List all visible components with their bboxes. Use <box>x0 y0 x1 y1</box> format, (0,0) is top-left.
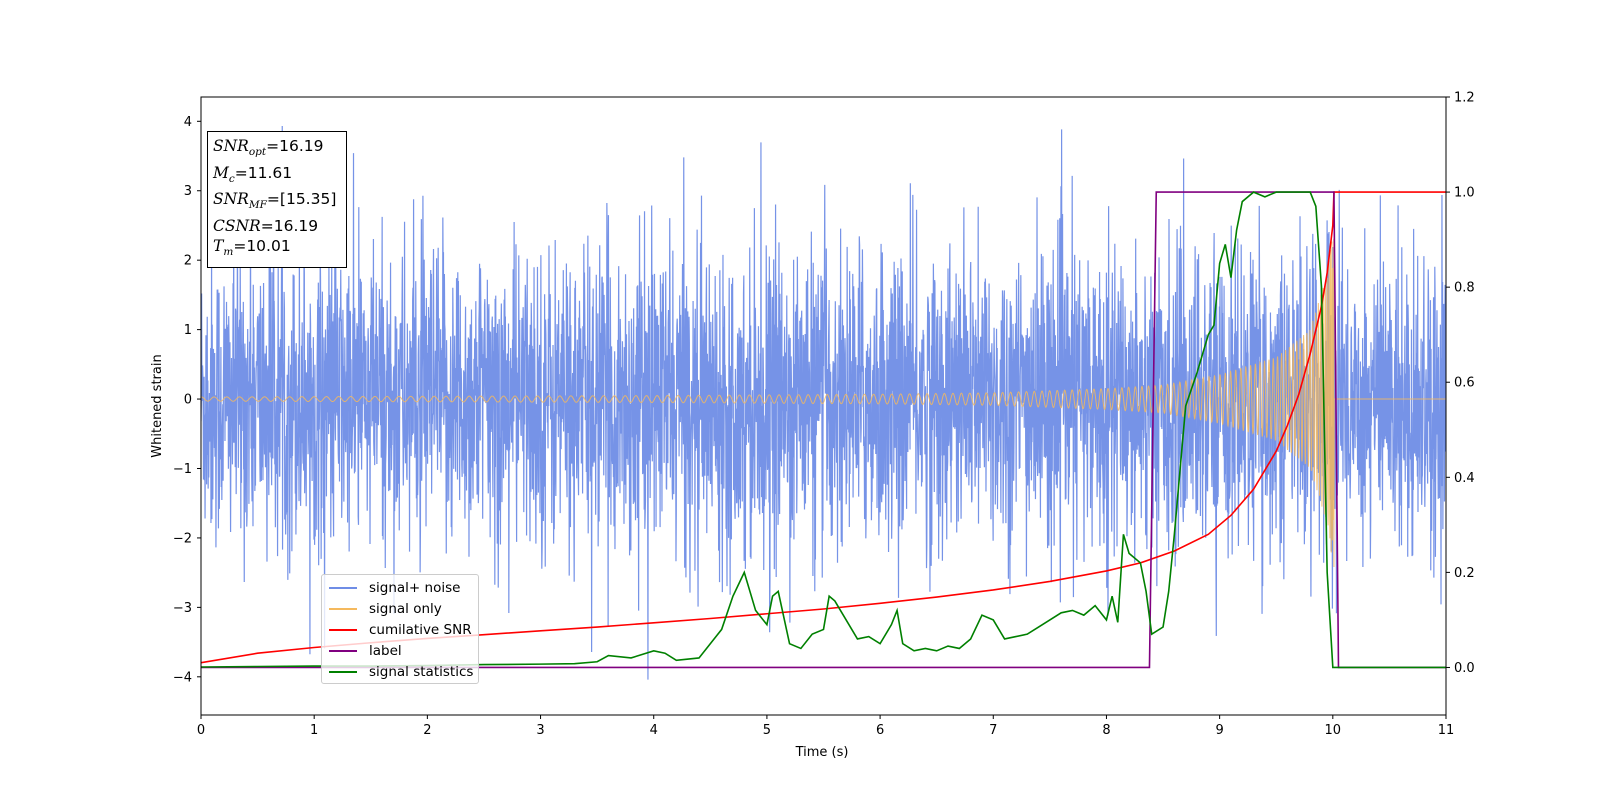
y-tick-label: 2 <box>184 254 192 269</box>
legend-label: signal+ noise <box>369 579 461 596</box>
y-tick-label: −3 <box>173 601 192 616</box>
legend-swatch-signal-plus-noise <box>329 586 357 589</box>
x-axis-label: Time (s) <box>795 745 849 760</box>
legend-label: cumilative SNR <box>369 621 472 638</box>
x-tick-label: 1 <box>310 723 318 738</box>
legend-label: label <box>369 642 402 659</box>
x-tick-label: 0 <box>197 723 205 738</box>
x-tick-label: 2 <box>423 723 431 738</box>
legend-swatch-signal-statistics <box>329 670 357 673</box>
y-tick-label: 1 <box>184 323 192 338</box>
chirp-mass-line: Mc=11.61 <box>213 163 293 185</box>
legend-item-signal-only: signal only <box>329 598 478 619</box>
plot-frame <box>200 96 1447 716</box>
y-tick-label: 4 <box>184 115 192 130</box>
x-tick-label: 11 <box>1438 723 1455 738</box>
x-tick-label: 3 <box>536 723 544 738</box>
signal-only-line <box>201 238 1446 568</box>
legend-swatch-label <box>329 649 357 652</box>
snr-annotation-box: SNRopt=16.19 Mc=11.61 SNRMF=[15.35] CSNR… <box>207 131 347 268</box>
x-tick-label: 7 <box>989 723 997 738</box>
legend-item-cumulative-snr: cumilative SNR <box>329 619 478 640</box>
legend-swatch-cumulative-snr <box>329 628 357 631</box>
y-tick-label: −4 <box>173 670 192 685</box>
csnr-value: 16.19 <box>273 216 319 235</box>
snr-mf-line: SNRMF=[15.35] <box>213 190 337 212</box>
snr-mf-value: [15.35] <box>279 190 337 209</box>
merger-time-line: Tm=10.01 <box>213 237 291 259</box>
x-tick-label: 6 <box>876 723 884 738</box>
legend: signal+ noise signal only cumilative SNR… <box>321 574 479 684</box>
y2-tick-label: 0.8 <box>1454 281 1475 296</box>
legend-label: signal statistics <box>369 663 474 680</box>
legend-item-signal-statistics: signal statistics <box>329 661 478 682</box>
y-axis-right: 1.2 1.0 0.8 0.6 0.4 0.2 0.0 <box>1446 91 1475 676</box>
x-tick-label: 5 <box>763 723 771 738</box>
y-axis-label: Whitened strain <box>150 354 165 457</box>
chirp-mass-value: 11.61 <box>247 163 293 182</box>
signal-statistics-line <box>201 191 1446 669</box>
x-tick-label: 8 <box>1102 723 1110 738</box>
cumulative-snr-line <box>201 191 1446 664</box>
y-tick-label: 0 <box>184 393 192 408</box>
snr-opt-line: SNRopt=16.19 <box>213 137 324 159</box>
y2-tick-label: 0.2 <box>1454 566 1475 581</box>
y2-tick-label: 1.0 <box>1454 186 1475 201</box>
csnr-line: CSNR=16.19 <box>213 216 319 235</box>
merger-time-value: 10.01 <box>246 237 291 256</box>
y-tick-label: 3 <box>184 184 192 199</box>
y2-tick-label: 0.4 <box>1454 471 1475 486</box>
y-tick-label: −2 <box>173 531 192 546</box>
signal-plus-noise-line <box>201 125 1446 680</box>
y-tick-label: −1 <box>173 462 192 477</box>
x-tick-label: 10 <box>1325 723 1342 738</box>
snr-opt-value: 16.19 <box>279 137 324 155</box>
plot-area <box>201 125 1446 680</box>
y2-tick-label: 0.0 <box>1454 661 1475 676</box>
legend-item-signal-plus-noise: signal+ noise <box>329 577 478 598</box>
y-axis-left: 4 3 2 1 0 −1 −2 −3 −4 <box>173 115 201 685</box>
x-tick-label: 9 <box>1215 723 1223 738</box>
y2-tick-label: 0.6 <box>1454 376 1475 391</box>
legend-label: signal only <box>369 600 442 617</box>
legend-swatch-signal-only <box>329 607 357 610</box>
legend-item-label: label <box>329 640 478 661</box>
x-tick-label: 4 <box>650 723 658 738</box>
y2-tick-label: 1.2 <box>1454 91 1475 106</box>
x-axis: 0 1 2 3 4 5 6 7 8 9 10 11 <box>197 715 1454 738</box>
